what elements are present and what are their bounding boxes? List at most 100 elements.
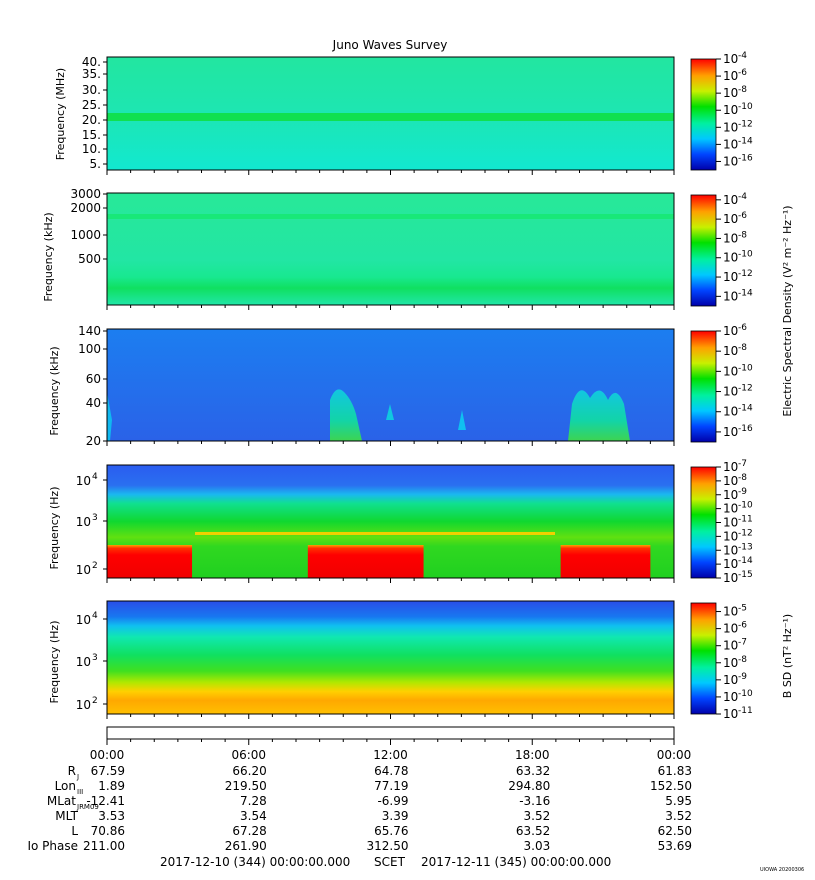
ytick-label: 10	[76, 563, 91, 577]
ytick-label: 10	[76, 474, 91, 488]
ephemeris-value: 3.39	[382, 809, 409, 823]
ephemeris-value: 63.52	[516, 824, 550, 838]
colorbar-tick-exponent: -7	[738, 459, 747, 469]
colorbar-tick-label: 10	[723, 364, 738, 378]
colorbar-tick-label: 10	[723, 324, 738, 338]
colorbar-tick-exponent: -4	[738, 51, 747, 61]
x-ticks	[106, 739, 675, 745]
colorbar-tick-exponent: -14	[738, 556, 753, 566]
colorbar-label-b: B SD (nT² Hz⁻¹)	[781, 614, 794, 698]
colorbar-tick-label: 10	[723, 137, 738, 151]
colorbar-tick-label: 10	[723, 656, 738, 670]
colorbar-tick-label: 10	[723, 707, 738, 721]
colorbar-tick-exponent: -10	[738, 689, 753, 699]
ephemeris-value: 53.69	[658, 839, 692, 853]
colorbar-tick-label: 10	[723, 344, 738, 358]
ephemeris-value: 66.20	[232, 764, 266, 778]
colorbar-tick-exponent: -14	[738, 404, 753, 414]
colorbar-tick-label: 10	[723, 673, 738, 687]
time-tick-label: 18:00	[515, 748, 550, 762]
ephemeris-value: 1.89	[98, 779, 125, 793]
colorbar-tick-exponent: -13	[738, 542, 753, 552]
colorbar-tick-label: 10	[723, 103, 738, 117]
line-4	[195, 532, 555, 535]
yticks-3: 140 100 60 40 20	[78, 324, 675, 448]
colorbar-tick-label: 10	[723, 639, 738, 653]
ylabel-1: Frequency (MHz)	[54, 68, 67, 160]
colorbar-tick-exponent: -8	[738, 85, 747, 95]
ytick-label: 140	[78, 324, 101, 338]
colorbar-tick-exponent: -11	[738, 706, 753, 716]
burst-1b	[386, 404, 394, 420]
ytick-label: 10	[76, 613, 91, 627]
ytick-label: 5.	[90, 157, 101, 171]
footer-end: 2017-12-11 (345) 00:00:00.000	[421, 855, 611, 869]
ytick-label: 20	[86, 434, 101, 448]
colorbar-tick-exponent: -12	[738, 269, 753, 279]
colorbar-tick-exponent: -10	[738, 250, 753, 260]
ytick-exponent: 2	[92, 696, 98, 706]
ephemeris-value: 64.78	[374, 764, 408, 778]
burst-2	[568, 390, 630, 441]
ytick-label: 500	[78, 252, 101, 266]
ephemeris-value: 3.53	[98, 809, 125, 823]
colorbar-tick-label: 10	[723, 488, 738, 502]
intense-band	[560, 545, 651, 578]
ytick-label: 10	[76, 515, 91, 529]
colorbar-tick-label: 10	[723, 120, 738, 134]
colorbar-tick-exponent: -6	[738, 621, 747, 631]
colorbar-tick-exponent: -10	[738, 501, 753, 511]
colorbar-tick-label: 10	[723, 212, 738, 226]
spectrogram-2	[107, 193, 674, 305]
ytick-label: 100	[78, 342, 101, 356]
colorbar-tick-exponent: -6	[738, 323, 747, 333]
colorbar-tick-exponent: -16	[738, 424, 753, 434]
colorbar-tick-exponent: -8	[738, 655, 747, 665]
ytick-exponent: 3	[92, 653, 98, 663]
colorbar-tick-label: 10	[723, 516, 738, 530]
ephemeris-label-sub: J	[76, 773, 79, 781]
ephemeris-value: 67.59	[91, 764, 125, 778]
burst-mid	[458, 410, 466, 430]
time-tick-label: 06:00	[231, 748, 266, 762]
ytick-exponent: 3	[92, 513, 98, 523]
ytick-label: 2000	[70, 201, 101, 215]
ylabel-4: Frequency (Hz)	[48, 487, 61, 570]
ytick-label: 3000	[70, 187, 101, 201]
time-tick-label: 00:00	[90, 748, 125, 762]
colorbar-tick-label: 10	[723, 154, 738, 168]
colorbar-tick-exponent: -14	[738, 136, 753, 146]
ytick-exponent: 4	[92, 472, 98, 482]
yticks-1: 40.35. 30.25.20.15.10.5.	[82, 55, 675, 175]
ephemeris-value: 63.32	[516, 764, 550, 778]
colorbar-tick-exponent: -15	[738, 570, 753, 580]
colorbar-label-e: Electric Spectral Density (V² m⁻² Hz⁻¹)	[781, 205, 794, 416]
ytick-label: 20.	[82, 113, 101, 127]
colorbar-tick-exponent: -14	[738, 288, 753, 298]
intense-bands-4	[107, 545, 651, 578]
ephemeris-value: 65.76	[374, 824, 408, 838]
colorbar-4	[690, 466, 717, 579]
ephemeris-label: MLT	[55, 809, 78, 823]
ephemeris-value: 62.50	[658, 824, 692, 838]
ephemeris-value: 211.00	[83, 839, 125, 853]
colorbar-tick-label: 10	[723, 543, 738, 557]
colorbar-tick-exponent: -12	[738, 528, 753, 538]
colorbar-tick-label: 10	[723, 251, 738, 265]
ephemeris-label: R	[68, 764, 76, 778]
ephemeris-table: R J 67.59 66.20 64.78 63.32 61.83 Lon III 1.89 219…	[27, 764, 692, 853]
colorbar-tick-exponent: -12	[738, 384, 753, 394]
ytick-label: 1000	[70, 228, 101, 242]
colorbar-tick-exponent: -6	[738, 68, 747, 78]
colorbar-tick-label: 10	[723, 193, 738, 207]
ylabel-2: Frequency (kHz)	[42, 212, 55, 301]
intense-band	[107, 545, 193, 578]
ylabel-5: Frequency (Hz)	[48, 621, 61, 704]
ephemeris-value: 3.52	[524, 809, 551, 823]
